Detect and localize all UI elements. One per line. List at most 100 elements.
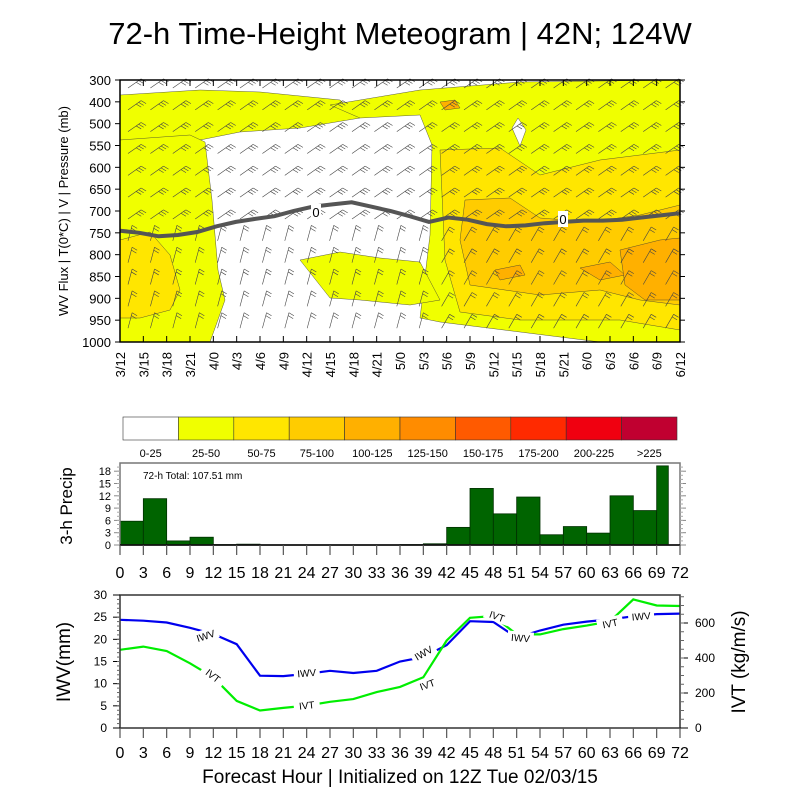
time-tick-label: 6/6 [626, 352, 641, 370]
forecast-hour-label: 63 [601, 745, 619, 762]
wind-barb [530, 226, 545, 241]
precip-bar [469, 488, 494, 546]
wind-barb [239, 122, 259, 132]
wind-barb [239, 268, 250, 285]
wind-barb [598, 187, 617, 198]
wind-barb [486, 165, 505, 176]
precip-bar [119, 520, 144, 546]
wind-barb [127, 100, 147, 111]
wind-barb [598, 292, 612, 307]
forecast-hour-label: 36 [391, 745, 409, 762]
wind-barb [172, 144, 192, 154]
wind-barb [150, 268, 160, 285]
wind-barb [172, 209, 192, 220]
wind-barb [620, 165, 640, 176]
ivt-ylabel: IVT (kg/m/s) [729, 610, 750, 713]
wind-barb [217, 312, 227, 329]
wind-barb [262, 246, 272, 263]
wind-barb [396, 100, 416, 111]
precip-bar [656, 465, 669, 546]
wind-barb [306, 290, 317, 307]
wind-barb [396, 225, 407, 241]
forecast-hour-label: 18 [251, 745, 269, 762]
wind-barb [665, 248, 679, 263]
wind-barb [239, 246, 250, 263]
wind-barb [419, 144, 438, 154]
wind-barb [419, 209, 438, 220]
wind-barb [620, 314, 634, 329]
wind-barb [284, 246, 295, 263]
ivt-tick-label: 600 [695, 616, 715, 630]
wind-barb [486, 314, 500, 329]
pressure-tick-label: 550 [89, 139, 111, 154]
wind-barb [195, 100, 214, 111]
wind-barb [329, 209, 348, 220]
colorbar-swatch [399, 416, 456, 441]
precip-tick-label: 6 [105, 515, 111, 527]
wind-barb [374, 144, 393, 154]
wind-barb [374, 225, 384, 241]
wind-barb [351, 312, 362, 329]
wv-flux-contours [119, 79, 681, 343]
wind-barb [262, 144, 281, 154]
wind-barb [463, 248, 478, 263]
forecast-hour-label: 12 [204, 745, 222, 762]
wind-barb [665, 226, 679, 241]
wind-barb [463, 314, 478, 329]
precip-hour-label: 9 [186, 565, 195, 582]
ivt-tick-label: 0 [695, 721, 702, 735]
forecast-hour-xlabel: Forecast Hour | Initialized on 12Z Tue 0… [202, 767, 598, 788]
svg-text:IVT: IVT [299, 700, 316, 713]
precip-tick-label: 3 [105, 528, 111, 540]
forecast-hour-label: 66 [624, 745, 642, 762]
wind-barb [351, 225, 362, 241]
precip-hour-label: 39 [414, 565, 432, 582]
colorbar-swatch [455, 416, 512, 441]
precip-hour-label: 36 [391, 565, 409, 582]
wind-barb [643, 100, 662, 111]
time-tick-label: 5/18 [533, 352, 548, 377]
wind-barb [598, 209, 617, 220]
wind-barb [508, 165, 528, 176]
precip-tick-label: 12 [99, 491, 111, 503]
wind-barb [374, 312, 384, 329]
wind-barb [374, 100, 393, 111]
wind-barb [441, 292, 455, 307]
wind-barb [374, 290, 384, 307]
iwv-tick-label: 25 [94, 610, 108, 624]
wind-barb [575, 270, 590, 285]
wind-barb [486, 292, 500, 307]
wind-barb [463, 165, 483, 176]
precip-tick-label: 15 [99, 479, 111, 491]
wind-barb [531, 100, 550, 111]
time-tick-label: 4/15 [323, 352, 338, 377]
wind-barb [329, 225, 339, 241]
precip-hour-label: 15 [228, 565, 246, 582]
wind-barb [150, 290, 160, 307]
wind-barb [419, 165, 438, 176]
wind-barb [307, 144, 326, 154]
wind-barb [374, 122, 393, 132]
forecast-hour-label: 27 [321, 745, 339, 762]
wind-barb [441, 165, 460, 176]
wind-barb [374, 187, 393, 198]
wind-barb [642, 314, 657, 329]
wind-barb [284, 290, 295, 307]
forecast-hour-label: 60 [578, 745, 596, 762]
wind-barb [127, 209, 147, 220]
precip-hour-label: 12 [204, 565, 222, 582]
wind-barb [642, 292, 657, 307]
iwv-inline-label: IWV [627, 608, 655, 624]
wind-barb [127, 290, 138, 307]
wind-barb [239, 209, 259, 220]
wind-barb [194, 268, 205, 285]
pressure-tick-label: 300 [89, 73, 111, 88]
wind-barb [598, 314, 612, 329]
wind-barb [530, 248, 545, 263]
wind-barb [284, 122, 304, 132]
precip-tick-label: 0 [105, 540, 111, 552]
wind-barb [150, 122, 169, 132]
wind-barb [307, 100, 326, 111]
time-tick-label: 4/9 [276, 352, 291, 370]
